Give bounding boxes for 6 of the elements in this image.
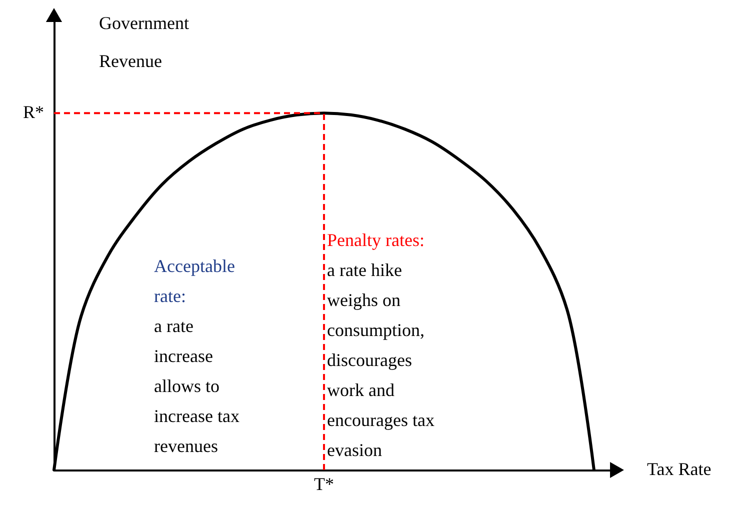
x-axis-title: Tax Rate bbox=[647, 459, 712, 479]
annotation: Acceptable rate: a rate increase allows to increase tax revenues bbox=[154, 256, 240, 456]
ref-line-label: R* bbox=[22, 102, 44, 122]
y-axis-title: Government Revenue bbox=[99, 13, 189, 71]
text: T* bbox=[314, 474, 334, 494]
annotation: Penalty rates: a rate hike weighs on consumption, discourages work and encourages tax evasion bbox=[327, 230, 434, 460]
